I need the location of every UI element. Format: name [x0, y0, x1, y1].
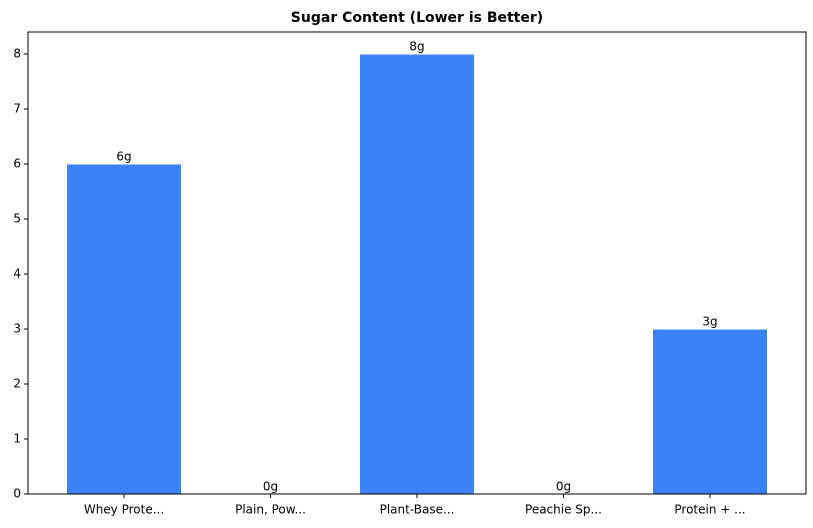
value-label: 0g	[556, 480, 571, 494]
value-label: 8g	[409, 40, 424, 54]
value-label: 6g	[116, 150, 131, 164]
bar	[652, 328, 768, 495]
x-tick-label: Peachie Sp...	[525, 503, 602, 517]
x-tick-label: Plant-Base...	[380, 503, 455, 517]
value-label: 3g	[702, 315, 717, 329]
plot-frame	[27, 31, 807, 495]
y-tick-label: 2	[13, 377, 21, 391]
y-tick-label: 0	[13, 487, 21, 501]
value-label: 0g	[263, 480, 278, 494]
bar	[66, 163, 182, 495]
x-tick-label: Plain, Pow...	[235, 503, 306, 517]
bar	[359, 53, 475, 495]
y-tick-label: 1	[13, 432, 21, 446]
y-tick-label: 6	[13, 157, 21, 171]
y-tick-label: 4	[13, 267, 21, 281]
y-tick-label: 3	[13, 322, 21, 336]
y-tick-label: 5	[13, 212, 21, 226]
x-tick-label: Whey Prote...	[84, 503, 164, 517]
chart-title: Sugar Content (Lower is Better)	[291, 10, 543, 26]
y-tick-label: 8	[13, 47, 21, 61]
y-tick-label: 7	[13, 102, 21, 116]
x-tick-label: Protein + ...	[674, 503, 745, 517]
